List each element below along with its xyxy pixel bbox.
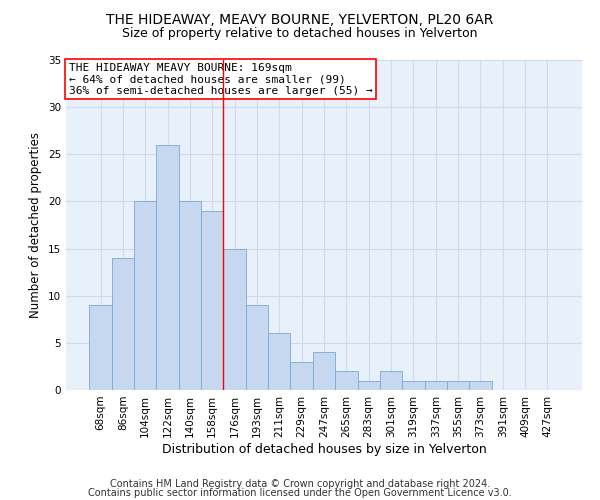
Bar [268, 334, 290, 390]
Bar [157, 145, 179, 390]
Bar [246, 305, 268, 390]
Text: THE HIDEAWAY MEAVY BOURNE: 169sqm
← 64% of detached houses are smaller (99)
36% : THE HIDEAWAY MEAVY BOURNE: 169sqm ← 64% … [69, 63, 373, 96]
Bar [290, 362, 313, 390]
Text: Size of property relative to detached houses in Yelverton: Size of property relative to detached ho… [122, 28, 478, 40]
Bar [447, 380, 469, 390]
Bar [402, 380, 425, 390]
Text: Contains HM Land Registry data © Crown copyright and database right 2024.: Contains HM Land Registry data © Crown c… [110, 479, 490, 489]
Bar [179, 202, 201, 390]
Bar [335, 371, 358, 390]
Bar [112, 258, 134, 390]
Bar [313, 352, 335, 390]
Bar [469, 380, 491, 390]
Bar [89, 305, 112, 390]
Bar [425, 380, 447, 390]
Bar [380, 371, 402, 390]
X-axis label: Distribution of detached houses by size in Yelverton: Distribution of detached houses by size … [161, 442, 487, 456]
Bar [134, 202, 157, 390]
Bar [201, 211, 223, 390]
Y-axis label: Number of detached properties: Number of detached properties [29, 132, 43, 318]
Text: THE HIDEAWAY, MEAVY BOURNE, YELVERTON, PL20 6AR: THE HIDEAWAY, MEAVY BOURNE, YELVERTON, P… [106, 12, 494, 26]
Text: Contains public sector information licensed under the Open Government Licence v3: Contains public sector information licen… [88, 488, 512, 498]
Bar [358, 380, 380, 390]
Bar [223, 248, 246, 390]
